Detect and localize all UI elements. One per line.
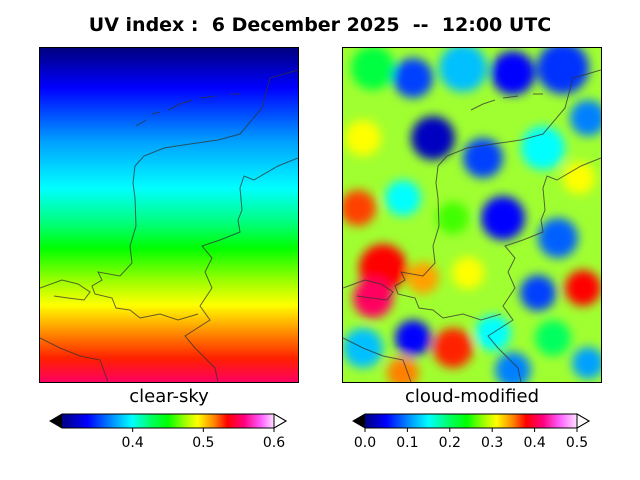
clear-sky-field [40, 48, 298, 382]
right-colorbar-tick-label: 0.1 [396, 435, 419, 451]
left-colorbar-tick-label: 0.6 [262, 435, 286, 451]
figure-title: UV index : 6 December 2025 -- 12:00 UTC [88, 14, 552, 36]
coastline-right [343, 69, 601, 382]
left-colorbar-tick-label: 0.4 [121, 435, 144, 451]
cloud-modified-colorbar [352, 413, 590, 432]
cloud-modified-label: cloud-modified [404, 386, 540, 407]
right-colorbar-tick-label: 0.2 [438, 435, 461, 451]
cloud-modified-map [342, 47, 602, 383]
coastline-left [40, 69, 298, 382]
clear-sky-label: clear-sky [129, 386, 209, 407]
right-colorbar-tick-label: 0.0 [353, 435, 377, 451]
clear-sky-colorbar [49, 413, 287, 432]
left-colorbar-tick-label: 0.5 [192, 435, 215, 451]
clear-sky-map [39, 47, 299, 383]
right-colorbar-tick-label: 0.3 [481, 435, 504, 451]
right-colorbar-tick-label: 0.5 [565, 435, 589, 451]
right-colorbar-tick-label: 0.4 [523, 435, 546, 451]
